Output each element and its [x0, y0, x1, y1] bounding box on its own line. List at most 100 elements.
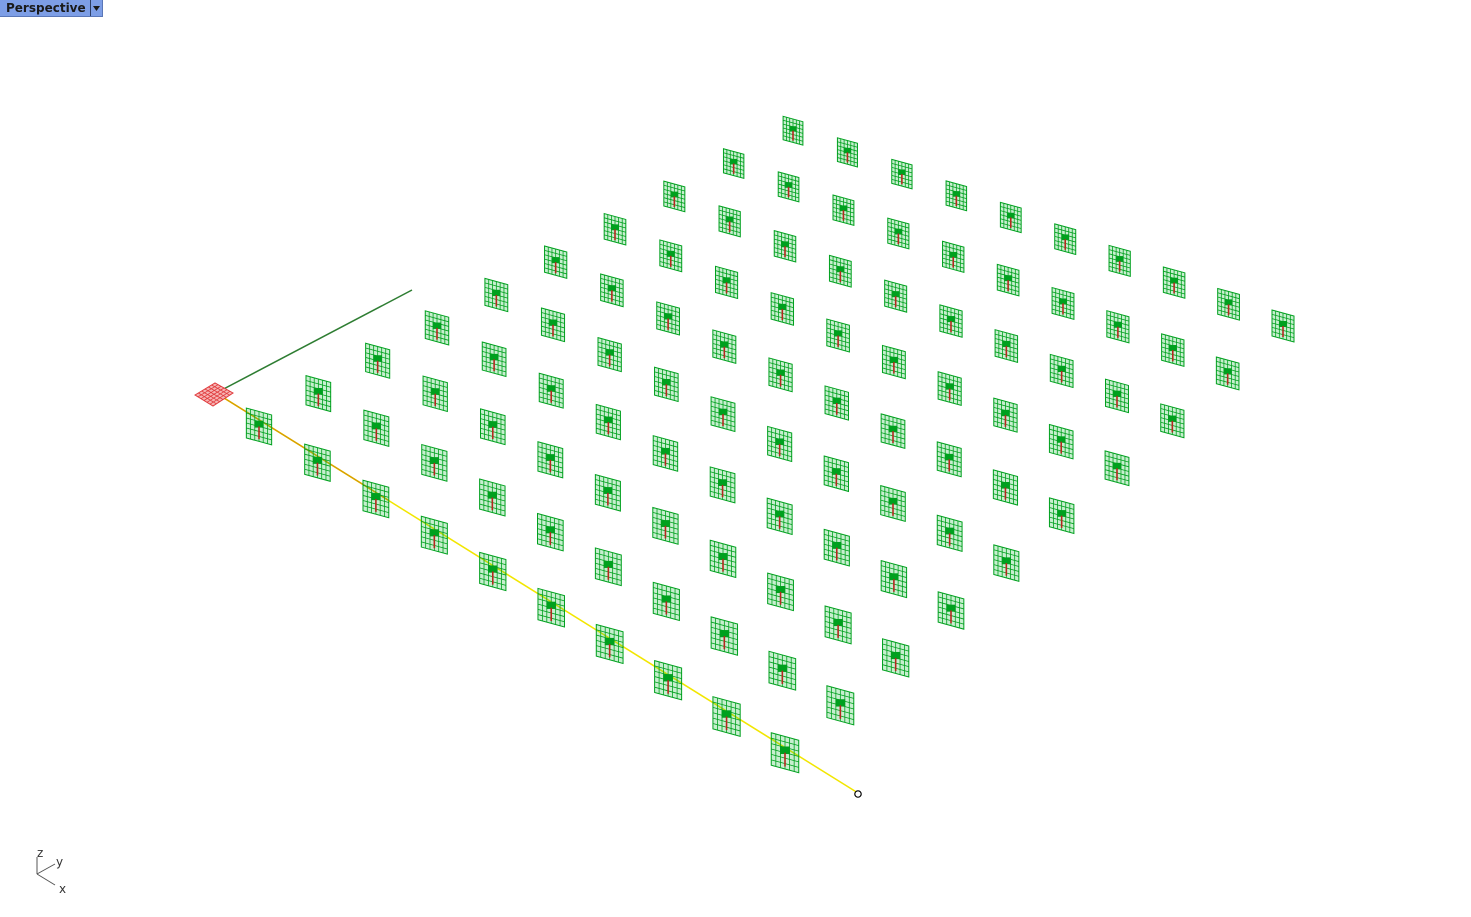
mesh-panel-icon[interactable] [709, 539, 737, 579]
mesh-panel-icon[interactable] [712, 329, 737, 365]
mesh-panel-icon[interactable] [659, 239, 683, 273]
mesh-panel-icon[interactable] [481, 341, 507, 378]
selected-mesh-object[interactable] [194, 382, 234, 407]
mesh-panel-icon[interactable] [824, 605, 852, 645]
mesh-panel-icon[interactable] [939, 304, 963, 338]
mesh-panel-icon[interactable] [595, 403, 621, 441]
mesh-panel-icon[interactable] [420, 515, 448, 555]
mesh-panel-icon[interactable] [656, 301, 680, 336]
mesh-panel-icon[interactable] [424, 310, 450, 346]
mesh-panel-icon[interactable] [937, 371, 962, 407]
mesh-panel-icon[interactable] [836, 137, 858, 168]
mesh-panel-icon[interactable] [479, 478, 506, 517]
mesh-panel-icon[interactable] [884, 279, 908, 313]
mesh-panel-icon[interactable] [1160, 403, 1185, 439]
mesh-panel-icon[interactable] [595, 623, 624, 665]
mesh-panel-icon[interactable] [770, 732, 800, 774]
mesh-panel-icon[interactable] [594, 473, 621, 512]
mesh-panel-icon[interactable] [891, 158, 913, 190]
mesh-panel-icon[interactable] [663, 180, 686, 213]
mesh-panel-icon[interactable] [600, 273, 624, 308]
mesh-panel-icon[interactable] [305, 374, 332, 413]
mesh-panel-icon[interactable] [362, 479, 390, 519]
mesh-panel-icon[interactable] [824, 385, 850, 421]
mesh-panel-icon[interactable] [537, 512, 564, 552]
path-end-point[interactable] [854, 790, 862, 798]
mesh-panel-icon[interactable] [823, 455, 849, 493]
mesh-panel-icon[interactable] [363, 409, 390, 448]
mesh-panel-icon[interactable] [537, 441, 564, 479]
mesh-panel-icon[interactable] [1104, 450, 1130, 487]
mesh-panel-icon[interactable] [422, 375, 448, 413]
mesh-panel-icon[interactable] [999, 201, 1022, 234]
viewport-title[interactable]: Perspective [6, 1, 86, 15]
mesh-panel-icon[interactable] [544, 245, 568, 279]
mesh-panel-icon[interactable] [710, 396, 736, 433]
mesh-panel-icon[interactable] [832, 194, 855, 227]
mesh-panel-icon[interactable] [304, 443, 331, 482]
mesh-panel-icon[interactable] [722, 148, 745, 180]
mesh-panel-icon[interactable] [992, 469, 1019, 506]
mesh-panel-icon[interactable] [365, 342, 391, 379]
mesh-panel-icon[interactable] [826, 318, 850, 353]
mesh-panel-icon[interactable] [245, 407, 273, 446]
mesh-panel-icon[interactable] [945, 180, 968, 212]
mesh-panel-icon[interactable] [714, 265, 739, 300]
mesh-panel-icon[interactable] [767, 572, 794, 612]
mesh-panel-icon[interactable] [1105, 378, 1129, 414]
mesh-panel-icon[interactable] [1054, 223, 1077, 256]
mesh-panel-icon[interactable] [880, 559, 908, 599]
mesh-panel-icon[interactable] [1217, 287, 1240, 321]
mesh-panel-icon[interactable] [936, 514, 963, 552]
mesh-panel-icon[interactable] [538, 372, 564, 409]
mesh-panel-icon[interactable] [540, 307, 566, 343]
mesh-panel-icon[interactable] [1048, 497, 1075, 535]
mesh-panel-icon[interactable] [880, 413, 906, 450]
mesh-panel-icon[interactable] [1161, 333, 1185, 368]
mesh-panel-icon[interactable] [652, 581, 680, 622]
mesh-panel-icon[interactable] [882, 638, 910, 678]
mesh-panel-icon[interactable] [767, 425, 793, 463]
mesh-panel-icon[interactable] [1162, 266, 1186, 299]
mesh-panel-icon[interactable] [712, 696, 741, 737]
mesh-panel-icon[interactable] [479, 551, 507, 592]
mesh-panel-icon[interactable] [710, 616, 739, 656]
mesh-panel-icon[interactable] [1051, 286, 1075, 321]
mesh-panel-icon[interactable] [421, 443, 448, 482]
mesh-panel-icon[interactable] [537, 587, 565, 628]
mesh-panel-icon[interactable] [1108, 244, 1131, 278]
mesh-panel-icon[interactable] [597, 336, 622, 373]
mesh-panel-icon[interactable] [603, 212, 627, 246]
mesh-panel-icon[interactable] [777, 171, 800, 203]
mesh-panel-icon[interactable] [887, 217, 910, 250]
mesh-panel-icon[interactable] [993, 397, 1018, 433]
viewport-title-tab[interactable]: Perspective [0, 0, 103, 17]
mesh-panel-icon[interactable] [479, 408, 506, 446]
mesh-panel-icon[interactable] [937, 591, 965, 630]
mesh-panel-icon[interactable] [1271, 309, 1295, 343]
mesh-panel-icon[interactable] [936, 441, 962, 478]
mesh-panel-icon[interactable] [942, 240, 965, 274]
mesh-panel-icon[interactable] [880, 484, 906, 523]
mesh-panel-icon[interactable] [773, 229, 797, 263]
viewport-menu-button[interactable] [89, 0, 102, 16]
mesh-panel-icon[interactable] [654, 366, 679, 403]
mesh-panel-icon[interactable] [828, 254, 852, 288]
mesh-panel-icon[interactable] [823, 528, 850, 567]
mesh-panel-icon[interactable] [881, 344, 906, 380]
mesh-panel-icon[interactable] [709, 466, 736, 504]
mesh-panel-icon[interactable] [782, 115, 804, 146]
mesh-panel-icon[interactable] [1106, 310, 1130, 344]
mesh-panel-icon[interactable] [766, 497, 793, 536]
mesh-panel-icon[interactable] [1048, 423, 1074, 460]
mesh-panel-icon[interactable] [993, 544, 1020, 582]
mesh-panel-icon[interactable] [718, 205, 741, 238]
mesh-panel-icon[interactable] [826, 685, 855, 726]
mesh-panel-icon[interactable] [994, 329, 1019, 364]
mesh-panel-icon[interactable] [652, 506, 679, 545]
mesh-panel-icon[interactable] [484, 277, 509, 313]
mesh-panel-icon[interactable] [594, 547, 622, 587]
mesh-panel-icon[interactable] [768, 650, 797, 691]
